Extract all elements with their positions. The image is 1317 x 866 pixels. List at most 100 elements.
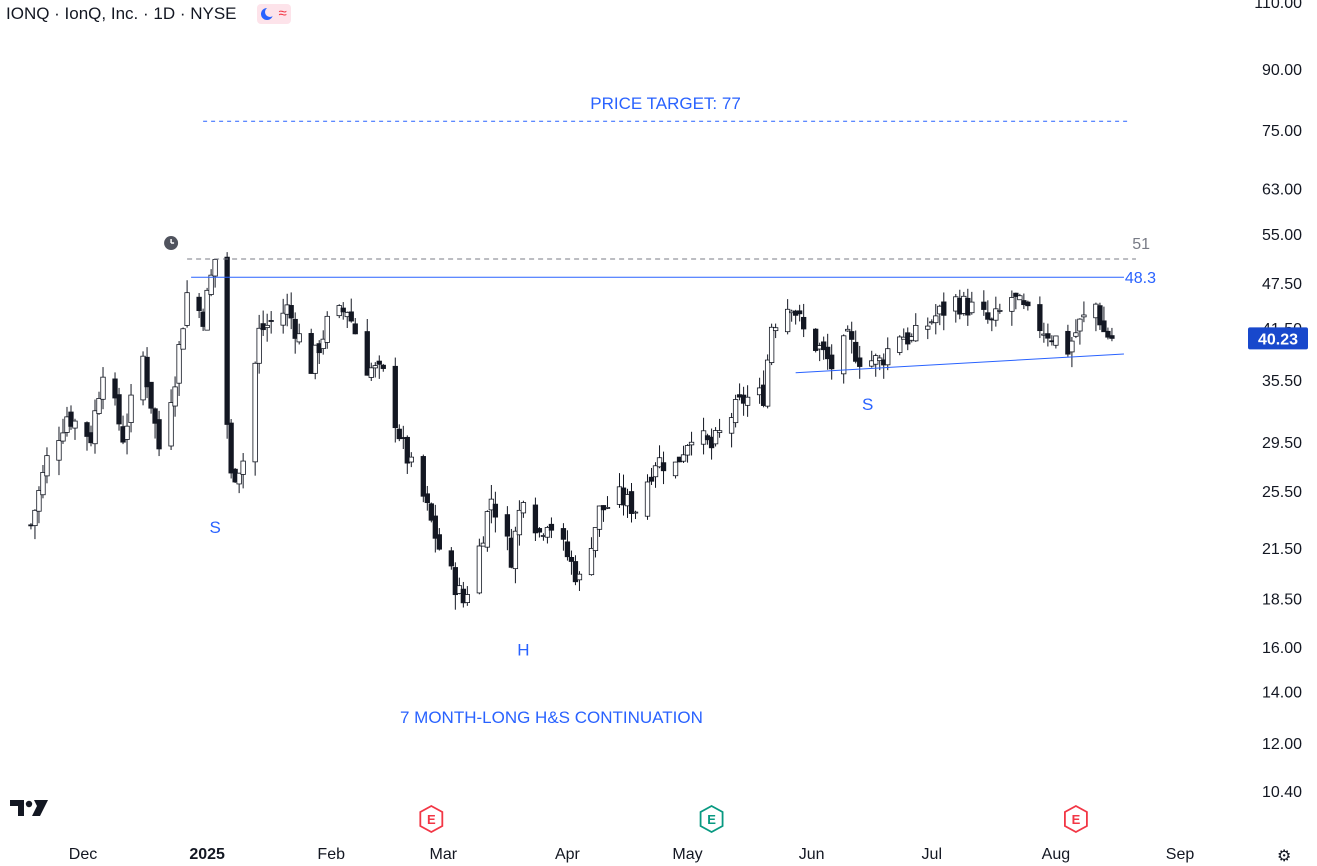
candle[interactable]	[520, 502, 527, 514]
candle[interactable]	[897, 336, 903, 353]
candle[interactable]	[448, 550, 454, 567]
candle[interactable]	[148, 381, 154, 409]
candle[interactable]	[464, 594, 471, 603]
candle[interactable]	[644, 481, 651, 517]
candle[interactable]	[152, 408, 158, 424]
candle[interactable]	[112, 378, 118, 399]
candle[interactable]	[1017, 295, 1023, 301]
candle[interactable]	[452, 567, 458, 596]
candle[interactable]	[632, 511, 639, 514]
candle[interactable]	[396, 428, 402, 440]
candle[interactable]	[672, 461, 679, 477]
candle[interactable]	[352, 323, 358, 335]
candle[interactable]	[981, 301, 987, 310]
candle[interactable]	[196, 296, 202, 312]
candle[interactable]	[36, 490, 42, 512]
candle[interactable]	[408, 456, 414, 463]
candle[interactable]	[648, 476, 655, 482]
candle[interactable]	[853, 341, 859, 362]
candle[interactable]	[1025, 301, 1031, 307]
candle[interactable]	[44, 455, 50, 477]
candle[interactable]	[592, 527, 599, 552]
candle[interactable]	[801, 316, 807, 330]
candle[interactable]	[712, 430, 719, 445]
candle[interactable]	[596, 505, 603, 530]
candle[interactable]	[280, 312, 286, 326]
candle[interactable]	[240, 460, 246, 475]
candle[interactable]	[436, 534, 442, 550]
candle[interactable]	[680, 454, 687, 462]
candle[interactable]	[1037, 304, 1043, 332]
candle[interactable]	[288, 305, 294, 319]
candle[interactable]	[1053, 335, 1059, 346]
earnings-badge[interactable]	[419, 804, 444, 834]
status-pill[interactable]: ≈	[256, 4, 291, 24]
candle[interactable]	[536, 528, 543, 533]
candle[interactable]	[476, 545, 483, 594]
candle[interactable]	[925, 325, 931, 330]
candle[interactable]	[256, 327, 262, 364]
candle[interactable]	[484, 511, 491, 548]
candle[interactable]	[224, 256, 230, 425]
candle[interactable]	[604, 507, 611, 509]
candle[interactable]	[228, 422, 234, 474]
candle[interactable]	[364, 331, 370, 376]
candle[interactable]	[688, 441, 695, 446]
candle[interactable]	[420, 456, 426, 497]
candle[interactable]	[320, 338, 326, 350]
candle[interactable]	[432, 515, 438, 539]
candle[interactable]	[168, 402, 174, 447]
candle[interactable]	[568, 557, 575, 562]
candle[interactable]	[404, 436, 410, 464]
candle[interactable]	[913, 324, 919, 342]
candle[interactable]	[628, 491, 635, 514]
candle[interactable]	[933, 315, 939, 324]
candle[interactable]	[544, 527, 551, 538]
candle[interactable]	[72, 420, 78, 429]
candle[interactable]	[368, 367, 374, 378]
candle[interactable]	[312, 344, 318, 374]
candle[interactable]	[652, 465, 659, 478]
candle[interactable]	[236, 472, 242, 485]
candle[interactable]	[768, 326, 775, 363]
candle[interactable]	[392, 365, 398, 429]
candle[interactable]	[60, 432, 66, 442]
candle[interactable]	[204, 289, 210, 331]
candle[interactable]	[96, 398, 102, 414]
candle[interactable]	[784, 308, 791, 333]
candle[interactable]	[821, 341, 827, 351]
candle[interactable]	[1073, 332, 1079, 337]
candle[interactable]	[1069, 340, 1075, 353]
candle[interactable]	[492, 503, 499, 518]
candle[interactable]	[829, 354, 835, 370]
candle[interactable]	[857, 357, 863, 367]
candle[interactable]	[885, 348, 891, 366]
candle[interactable]	[744, 396, 751, 406]
candle[interactable]	[997, 310, 1003, 312]
candle[interactable]	[1045, 333, 1051, 339]
candle[interactable]	[68, 411, 74, 427]
candle[interactable]	[1013, 292, 1019, 297]
candle[interactable]	[516, 509, 523, 536]
candle[interactable]	[797, 310, 803, 315]
candle[interactable]	[772, 327, 779, 332]
candle[interactable]	[380, 364, 386, 369]
candle[interactable]	[180, 328, 186, 350]
candle[interactable]	[212, 259, 218, 277]
candle[interactable]	[376, 360, 382, 365]
candle[interactable]	[716, 430, 723, 433]
candle[interactable]	[208, 274, 214, 295]
earnings-badge[interactable]	[699, 804, 724, 834]
candle[interactable]	[845, 328, 851, 332]
candle[interactable]	[813, 328, 819, 351]
candle[interactable]	[144, 356, 150, 388]
tradingview-logo[interactable]	[10, 798, 48, 818]
candle[interactable]	[184, 292, 190, 326]
candle[interactable]	[428, 503, 434, 521]
candle[interactable]	[993, 308, 999, 321]
candle[interactable]	[264, 324, 270, 329]
candle[interactable]	[969, 301, 975, 314]
candle[interactable]	[877, 357, 883, 362]
candle[interactable]	[252, 362, 258, 463]
